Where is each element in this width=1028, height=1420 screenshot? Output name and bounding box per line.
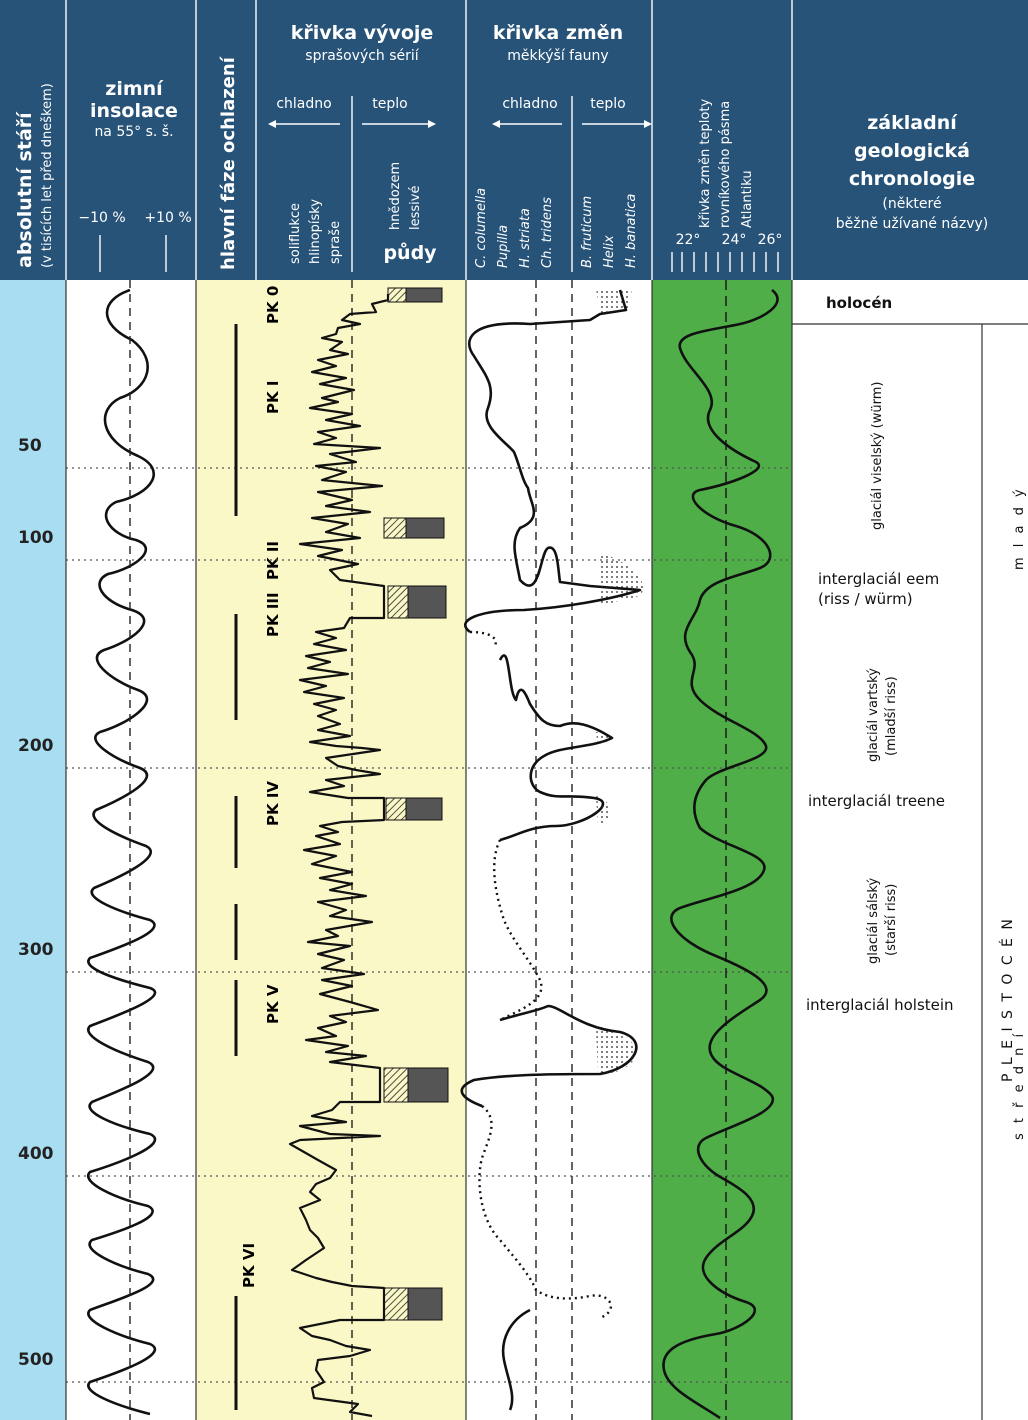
loess-cold-label: chladno: [276, 96, 332, 112]
temperature-curve: [662, 288, 779, 1420]
chrono-holocene: holocén: [826, 294, 893, 312]
loess-warm-label: teplo: [372, 96, 408, 112]
fauna-subtitle: měkkýší fauny: [507, 48, 609, 64]
loess-title: křivka vývoje: [290, 22, 434, 44]
chrono-treene: interglaciál treene: [808, 792, 946, 810]
age-label-100: 100: [18, 528, 54, 548]
temp-tick-26: 26°: [757, 232, 783, 248]
age-label-500: 500: [18, 1350, 54, 1370]
chrono-subtitle-2: běžně užívané názvy): [835, 216, 989, 232]
fauna-warm-label: teplo: [590, 96, 626, 112]
fauna-curve-dotted-1: [469, 630, 497, 649]
loess-curve: [288, 294, 390, 1418]
diagram-body: 50 100 200 300 400 500 PK 0 PK I PK II P…: [0, 280, 1028, 1420]
chrono-eem-2: (riss / würm): [818, 590, 913, 608]
age-label-50: 50: [18, 436, 42, 456]
header-lines: [65, 0, 793, 280]
fauna-curve-dotted-3: [478, 1105, 613, 1320]
age-band: [0, 280, 66, 1420]
column-separators: [65, 280, 1028, 1420]
fauna-curve-dotted-2: [493, 839, 543, 1022]
header-band: absolutní stáří (v tisících let před dne…: [0, 0, 1028, 280]
fauna-curve-mid: [498, 654, 614, 842]
insolation-subtitle: na 55° s. š.: [94, 124, 174, 140]
fauna-title: křivka změn: [492, 22, 624, 44]
chrono-title-2: geologická: [854, 140, 970, 162]
chrono-title-3: chronologie: [848, 168, 976, 190]
age-label-200: 200: [18, 736, 54, 756]
fauna-warm-shading: [596, 288, 644, 1076]
insolation-minus-label: −10 %: [78, 210, 126, 226]
age-gridlines: [66, 467, 792, 1383]
fauna-axes: [535, 280, 573, 1420]
insolation-plus-label: +10 %: [144, 210, 192, 226]
insolation-curve: [86, 288, 157, 1416]
temp-tick-24: 24°: [721, 232, 747, 248]
fauna-curve-bottom: [501, 1308, 531, 1411]
insolation-title-2: insolace: [90, 100, 178, 122]
temp-tick-22: 22°: [675, 232, 701, 248]
insolation-title-1: zimní: [105, 78, 163, 100]
age-label-400: 400: [18, 1144, 54, 1164]
diagram-curves: [65, 280, 1028, 1420]
chrono-holstein: interglaciál holstein: [806, 996, 954, 1014]
soil-boxes: [383, 287, 449, 1321]
soils-label: půdy: [383, 242, 437, 264]
age-label-300: 300: [18, 940, 54, 960]
chrono-eem-1: interglaciál eem: [818, 570, 940, 588]
chrono-subtitle-1: (některé: [882, 196, 942, 212]
fauna-cold-label: chladno: [502, 96, 558, 112]
chrono-title-1: základní: [867, 112, 957, 134]
temperature-band: [652, 280, 792, 1420]
loess-subtitle: sprašových sérií: [305, 48, 419, 64]
fauna-curve: [463, 289, 642, 634]
